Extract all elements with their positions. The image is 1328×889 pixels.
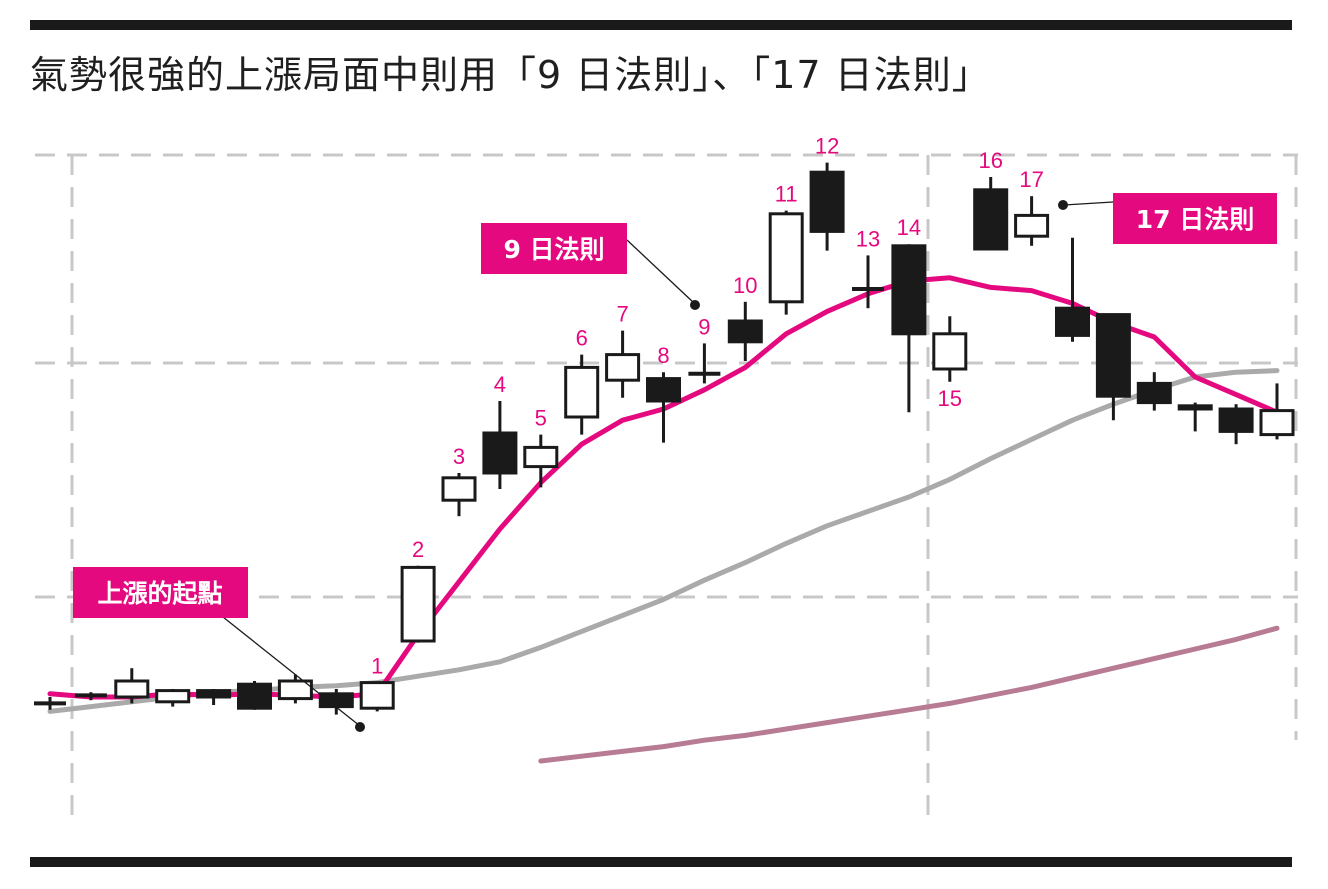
page-title: 氣勢很強的上漲局面中則用「9 日法則」、「17 日法則」 [30, 53, 991, 97]
candle-label: 17 [1019, 167, 1043, 192]
start-tag [73, 567, 248, 618]
candle-body-down [482, 431, 518, 475]
annotation-rule9: 9 日法則 [481, 223, 700, 310]
bottom-rule [30, 857, 1292, 867]
annotation-rule17: 17 日法則 [1058, 193, 1277, 244]
candle-label: 10 [733, 273, 757, 298]
candle-body-down [973, 188, 1009, 251]
candle [646, 372, 681, 443]
candle-body-down [1177, 404, 1213, 411]
candle [523, 434, 559, 488]
candle [1136, 372, 1172, 411]
candle [237, 681, 272, 710]
candle-label: 11 [775, 182, 798, 207]
candle [1095, 313, 1131, 421]
start-leader-line [222, 616, 361, 727]
candles-group [34, 162, 1295, 715]
start-tag-text: 上漲的起點 [97, 579, 222, 608]
candle-body-up [155, 689, 191, 704]
rule9-leader-line [626, 239, 695, 304]
candle-body-down [237, 682, 272, 710]
candle [727, 301, 763, 361]
candle [852, 255, 884, 309]
candle [1055, 237, 1090, 342]
ma-long-line [538, 625, 1280, 764]
candle-body-down [646, 377, 681, 403]
candle [564, 354, 600, 435]
candle [891, 244, 927, 413]
candle-label: 3 [453, 444, 465, 469]
top-rule [30, 20, 1292, 30]
candle [605, 330, 641, 398]
candle-body-up [932, 332, 968, 371]
candle-body-down [891, 244, 927, 336]
candle [1218, 404, 1254, 445]
candle-label: 14 [897, 215, 921, 240]
candle [441, 473, 477, 517]
candle [359, 681, 395, 712]
candle-body-down [196, 689, 232, 699]
candle [688, 343, 721, 384]
candle [155, 689, 191, 707]
candle-label: 6 [576, 326, 588, 351]
rule9-tag [481, 223, 627, 274]
candle-body-up [1014, 213, 1050, 238]
chart-grid [35, 153, 1298, 818]
candle-body-up [1259, 409, 1295, 437]
candle [114, 668, 150, 704]
candle-body-up [277, 679, 313, 701]
candle-body-up [400, 565, 436, 643]
candle-body-up [564, 365, 600, 419]
candle [1177, 402, 1213, 432]
rule9-tag-text: 9 日法則 [503, 235, 604, 264]
candle [74, 692, 107, 701]
candle-label: 13 [856, 226, 880, 251]
rule9-dot [690, 300, 700, 310]
candle [196, 689, 232, 705]
candle [768, 210, 804, 315]
candle [482, 401, 518, 489]
candle-body-down [1218, 407, 1254, 433]
candle-body-up [768, 212, 804, 304]
candle-body-down [1095, 313, 1131, 398]
rule17-dot [1058, 200, 1068, 210]
candle-label: 12 [815, 134, 839, 159]
candle-body-up [605, 353, 641, 382]
candle [1259, 383, 1295, 440]
candle-body-up [441, 476, 477, 502]
candle-body-up [523, 445, 559, 469]
candle [400, 565, 436, 643]
candle-body-up [359, 681, 395, 710]
candle [932, 316, 968, 382]
annotation-start: 上漲的起點 [73, 567, 365, 732]
candle-label: 15 [938, 386, 962, 411]
rule17-tag [1113, 193, 1277, 244]
rule17-leader-line [1063, 201, 1114, 206]
candle-body-down [1136, 381, 1172, 405]
candle-body-down [727, 319, 763, 344]
candle-body-up [114, 679, 150, 699]
candle-label: 4 [494, 372, 506, 397]
candle-label: 16 [978, 148, 1002, 173]
candle-body-down [318, 692, 354, 709]
candle-label: 9 [698, 314, 710, 339]
candle-label: 5 [535, 406, 547, 431]
candle [809, 162, 845, 251]
ma-short-line [47, 275, 1280, 700]
candle-label: 2 [412, 537, 424, 562]
candle [34, 697, 66, 710]
candle [1014, 196, 1050, 246]
candle-body-down [809, 170, 845, 233]
rule17-tag-text: 17 日法則 [1136, 205, 1255, 234]
candle-label: 1 [371, 654, 383, 679]
start-dot [355, 722, 365, 732]
candle-body-down [1055, 306, 1090, 337]
candle [277, 674, 313, 704]
candle [318, 689, 354, 715]
candle-label: 8 [657, 343, 669, 368]
candle [973, 177, 1009, 251]
candle-label: 7 [616, 302, 628, 327]
